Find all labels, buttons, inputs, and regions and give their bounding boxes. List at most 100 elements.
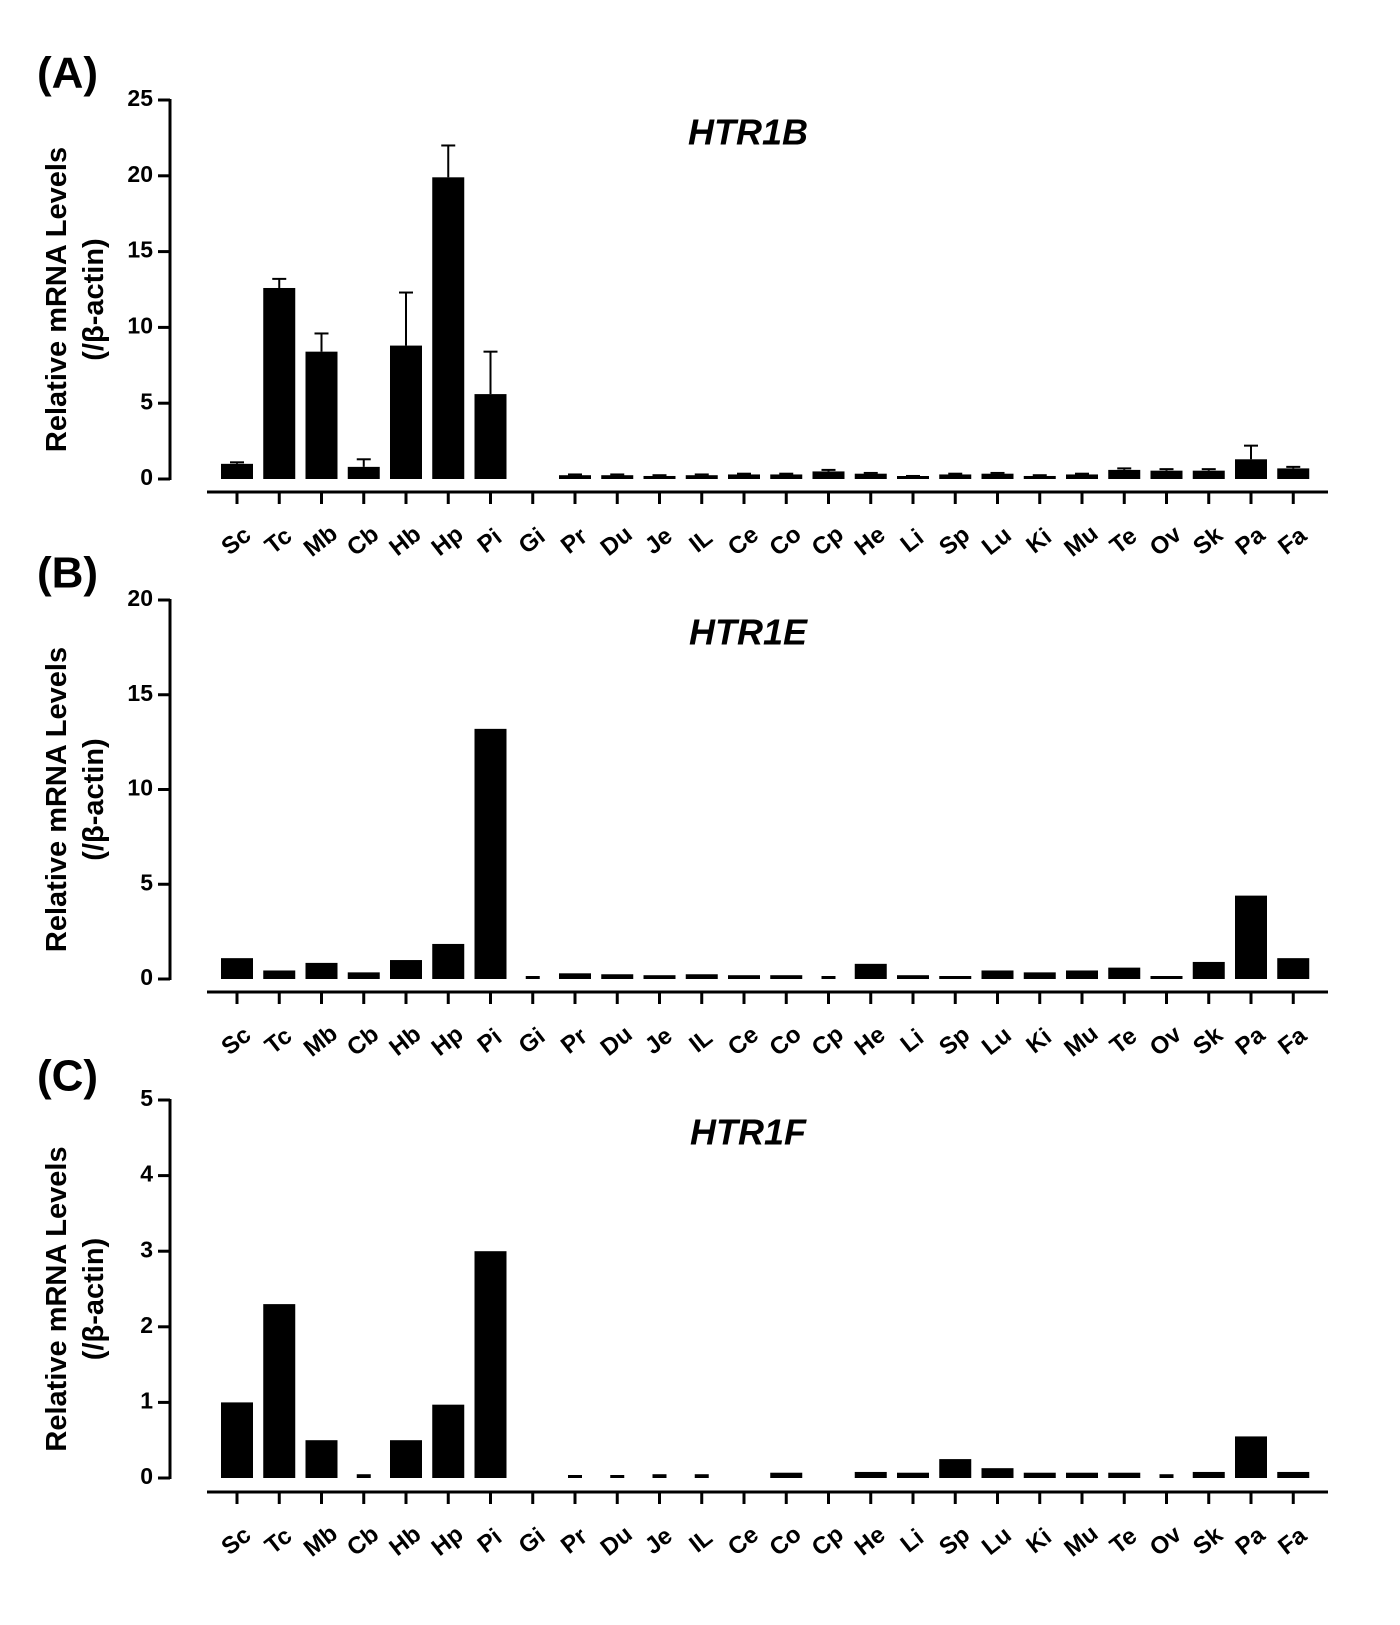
bar-IL bbox=[694, 1474, 709, 1478]
bar-Mb bbox=[305, 351, 338, 479]
y-tick-label: 5 bbox=[140, 388, 153, 414]
bar-Tc bbox=[263, 970, 296, 979]
y-axis-label: Relative mRNA Levels bbox=[41, 1146, 73, 1451]
bar-IL bbox=[685, 974, 718, 979]
y-axis-unit-label: (/β-actin) bbox=[78, 738, 110, 860]
y-tick-label: 10 bbox=[127, 312, 153, 338]
bar-Mu bbox=[1066, 1472, 1098, 1478]
bar-Te bbox=[1108, 469, 1141, 479]
panel-label: (A) bbox=[37, 49, 98, 98]
bar-Hp bbox=[432, 1404, 465, 1478]
bar-He bbox=[854, 1471, 887, 1478]
y-axis-unit-label: (/β-actin) bbox=[78, 238, 110, 360]
bar-Ce bbox=[728, 474, 760, 479]
chart-title: HTR1B bbox=[688, 112, 808, 153]
y-tick-label: 15 bbox=[127, 237, 153, 263]
bar-Je bbox=[643, 475, 676, 479]
bar-Ki bbox=[1023, 972, 1056, 979]
y-axis-unit-label: (/β-actin) bbox=[78, 1238, 110, 1360]
bar-Hp bbox=[432, 943, 465, 979]
chart-panel-1: (B) HTR1E Relative mRNA Levels (/β-actin) 0 5… bbox=[37, 549, 1328, 1062]
bar-Ov bbox=[1159, 1474, 1174, 1478]
bar-Pr bbox=[568, 1475, 582, 1478]
bar-Sk bbox=[1192, 470, 1225, 479]
bar-Sc bbox=[221, 1402, 253, 1478]
bar-Je bbox=[643, 975, 676, 979]
bar-Pi bbox=[474, 1251, 507, 1478]
chart-panel-0: (A) HTR1B Relative mRNA Levels (/β-actin) 0 5… bbox=[37, 49, 1328, 562]
y-tick-label: 5 bbox=[140, 1085, 153, 1111]
bar-Cp bbox=[812, 471, 845, 479]
bar-Pr bbox=[559, 475, 591, 479]
bar-Gi bbox=[525, 976, 540, 979]
bar-Ov bbox=[1150, 976, 1183, 979]
y-axis-label: Relative mRNA Levels bbox=[41, 647, 73, 952]
bar-Mu bbox=[1066, 474, 1098, 479]
bar-Mu bbox=[1066, 970, 1098, 979]
y-tick-label: 4 bbox=[140, 1161, 153, 1187]
bar-Du bbox=[601, 475, 634, 479]
panel-label: (C) bbox=[37, 1052, 98, 1101]
bar-Pi bbox=[474, 728, 507, 979]
y-tick-label: 0 bbox=[140, 964, 153, 990]
bar-Cb bbox=[347, 972, 380, 979]
bar-Pa bbox=[1235, 895, 1267, 979]
bar-Hb bbox=[390, 960, 422, 979]
bar-Li bbox=[897, 476, 929, 479]
bar-Sp bbox=[939, 1459, 972, 1478]
bar-Li bbox=[897, 1472, 929, 1478]
bar-He bbox=[854, 473, 887, 479]
bar-Sk bbox=[1192, 1471, 1225, 1478]
bar-Hp bbox=[432, 177, 465, 480]
bar-Tc bbox=[263, 1304, 296, 1478]
bar-Cb bbox=[356, 1474, 371, 1478]
chart-title: HTR1E bbox=[689, 612, 808, 653]
y-tick-label: 25 bbox=[127, 85, 153, 111]
bar-Te bbox=[1108, 967, 1141, 979]
bar-Sp bbox=[939, 474, 972, 479]
y-axis-label: Relative mRNA Levels bbox=[41, 147, 73, 452]
bar-Sk bbox=[1192, 961, 1225, 979]
bar-Sp bbox=[939, 976, 972, 979]
bar-Je bbox=[652, 1474, 667, 1478]
panel-label: (B) bbox=[37, 549, 98, 598]
y-tick-label: 10 bbox=[127, 775, 153, 801]
bar-Fa bbox=[1277, 468, 1310, 479]
bar-Hb bbox=[390, 345, 422, 479]
y-tick-label: 3 bbox=[140, 1236, 153, 1262]
bar-Ov bbox=[1150, 470, 1183, 479]
bar-Ce bbox=[728, 975, 760, 979]
bar-Cp bbox=[821, 976, 836, 979]
bar-Mb bbox=[305, 962, 338, 979]
bar-Lu bbox=[981, 970, 1014, 979]
bar-Li bbox=[897, 975, 929, 979]
y-tick-label: 5 bbox=[140, 869, 153, 895]
bar-Co bbox=[770, 975, 803, 979]
bar-Ki bbox=[1023, 475, 1056, 479]
bar-Sc bbox=[221, 463, 253, 479]
y-tick-label: 0 bbox=[140, 1463, 153, 1489]
bar-Co bbox=[770, 474, 803, 479]
bar-Hb bbox=[390, 1440, 422, 1478]
bar-He bbox=[854, 963, 887, 979]
bar-Pi bbox=[474, 394, 507, 479]
y-tick-label: 0 bbox=[140, 464, 153, 490]
bar-Te bbox=[1108, 1472, 1141, 1478]
y-tick-label: 20 bbox=[127, 585, 153, 611]
chart-title: HTR1F bbox=[690, 1112, 807, 1153]
bar-Cb bbox=[347, 466, 380, 479]
bar-Lu bbox=[981, 1468, 1014, 1478]
bar-Lu bbox=[981, 473, 1014, 479]
bar-IL bbox=[685, 475, 718, 479]
bar-Pr bbox=[559, 973, 591, 979]
bar-Sc bbox=[221, 958, 253, 979]
bar-Du bbox=[610, 1475, 625, 1478]
y-tick-label: 1 bbox=[140, 1387, 153, 1413]
bar-Fa bbox=[1277, 1471, 1310, 1478]
bar-Ki bbox=[1023, 1472, 1056, 1478]
bar-Tc bbox=[263, 287, 296, 479]
y-tick-label: 2 bbox=[140, 1312, 153, 1338]
bar-Pa bbox=[1235, 459, 1267, 479]
